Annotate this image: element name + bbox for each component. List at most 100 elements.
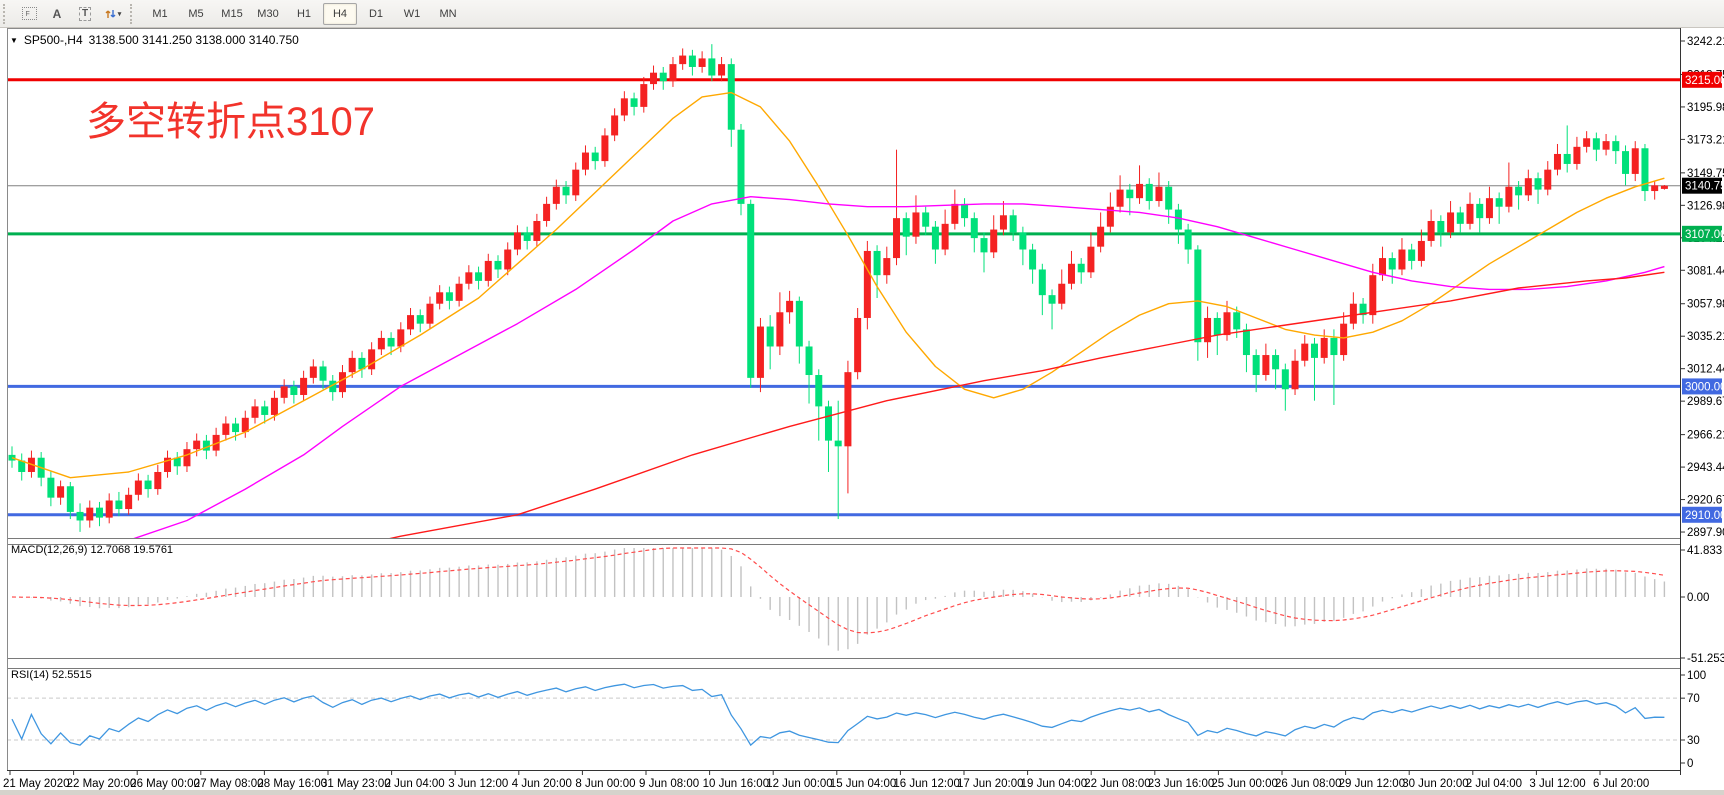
grid-snap-icon[interactable]: F <box>16 2 42 26</box>
macd-signal-line <box>11 547 1665 634</box>
candle <box>533 213 541 247</box>
candle <box>1058 269 1066 310</box>
timeframe-w1-button[interactable]: W1 <box>403 7 421 20</box>
chart-canvas[interactable]: 3242.2103218.7503195.9803173.2103149.750… <box>0 28 1724 795</box>
time-tick-label: 23 Jun 16:00 <box>1148 778 1215 790</box>
rsi-pane[interactable] <box>7 683 1680 747</box>
timeframe-mn-button[interactable]: MN <box>439 7 457 20</box>
timeframe-m5-button[interactable]: M5 <box>188 7 204 20</box>
candle <box>144 474 152 498</box>
candle <box>1242 323 1250 373</box>
price-axis[interactable]: 3242.2103218.7503195.9803173.2103149.750… <box>1680 36 1724 770</box>
time-tick-label: 3 Jul 12:00 <box>1529 778 1585 790</box>
candle <box>1631 141 1639 182</box>
svg-text:3000.000: 3000.000 <box>1685 381 1724 393</box>
candle <box>863 240 871 330</box>
candle <box>1291 349 1299 395</box>
candle <box>1301 335 1309 367</box>
candle <box>105 493 113 524</box>
time-tick-label: 15 Jun 04:00 <box>830 778 897 790</box>
candle <box>1038 263 1046 316</box>
text-tool-icon[interactable]: T <box>72 2 98 26</box>
time-tick-label: 4 Jun 20:00 <box>512 778 572 790</box>
candle <box>873 245 881 299</box>
time-tick-label: 12 Jun 00:00 <box>766 778 833 790</box>
candle <box>1320 329 1328 364</box>
candle <box>766 315 774 370</box>
time-tick-label: 31 May 23:00 <box>321 778 391 790</box>
candle <box>484 253 492 287</box>
price-tick-label: 2966.210 <box>1687 430 1724 442</box>
candle <box>368 342 376 376</box>
rsi-tick-label: 70 <box>1687 693 1700 705</box>
timeframe-m30-button[interactable]: M30 <box>257 7 279 20</box>
candle <box>280 379 288 404</box>
candle <box>795 296 803 364</box>
candle <box>591 146 599 170</box>
price-tick-label: 3012.440 <box>1687 364 1724 376</box>
time-tick-label: 22 Jun 08:00 <box>1084 778 1151 790</box>
price-pane[interactable] <box>7 44 1680 614</box>
macd-pane[interactable] <box>11 547 1666 651</box>
candle <box>241 410 249 438</box>
candle <box>543 196 551 227</box>
timeframe-h1-button[interactable]: H1 <box>296 7 312 20</box>
candle <box>1495 192 1503 224</box>
candle <box>630 92 638 116</box>
svg-text:3215.000: 3215.000 <box>1685 75 1724 87</box>
timeframe-h4-button[interactable]: H4 <box>323 2 357 25</box>
candle <box>805 340 813 404</box>
candle <box>57 480 65 505</box>
candle <box>747 199 755 388</box>
candle <box>387 332 395 356</box>
candle <box>1388 252 1396 284</box>
candle <box>1544 161 1552 196</box>
cursor-a-icon[interactable]: A <box>52 6 62 21</box>
candle <box>436 285 444 310</box>
candle <box>815 369 823 441</box>
arrows-tool-icon[interactable]: ▾ <box>100 2 126 26</box>
candle <box>756 317 764 393</box>
time-tick-label: 28 May 16:00 <box>257 778 327 790</box>
candle <box>708 44 716 82</box>
candle <box>348 350 356 378</box>
candle <box>834 400 842 520</box>
price-tick-label: 3173.210 <box>1687 134 1724 146</box>
candle <box>1077 258 1085 284</box>
annotation-text[interactable]: 多空转折点3107 <box>86 100 375 144</box>
time-tick-label: 3 Jun 12:00 <box>448 778 508 790</box>
toolbar-drag-handle[interactable] <box>130 3 139 24</box>
time-tick-label: 10 Jun 16:00 <box>703 778 770 790</box>
candle <box>1592 132 1600 162</box>
chevron-down-icon[interactable]: ▼ <box>10 35 18 45</box>
candle <box>922 206 930 236</box>
candle <box>232 417 240 441</box>
price-tick-label: 2943.440 <box>1687 462 1724 474</box>
candle <box>1145 178 1153 210</box>
candle <box>824 400 832 472</box>
time-tick-label: 6 Jul 20:00 <box>1593 778 1649 790</box>
chart-title: ▼ SP500-,H4 3138.500 3141.250 3138.000 3… <box>10 33 299 47</box>
timeframe-d1-button[interactable]: D1 <box>368 7 384 20</box>
candle <box>562 181 570 204</box>
candle <box>1602 133 1610 156</box>
candle <box>970 212 978 253</box>
candle <box>222 416 230 441</box>
candle <box>854 307 862 380</box>
candles <box>8 44 1668 532</box>
candle <box>1379 246 1387 281</box>
toolbar-drag-handle[interactable] <box>3 3 12 24</box>
timeframe-m15-button[interactable]: M15 <box>221 7 243 20</box>
candle <box>1573 136 1581 170</box>
time-tick-label: 29 Jun 12:00 <box>1339 778 1406 790</box>
chart-bg <box>0 28 1724 795</box>
rsi-line <box>11 683 1665 747</box>
candle <box>601 128 609 167</box>
axis-price-label: 3107.000 <box>1682 225 1724 242</box>
candle <box>893 149 901 266</box>
timeframe-m1-button[interactable]: M1 <box>152 7 168 20</box>
candle <box>912 195 920 244</box>
candle <box>1476 198 1484 233</box>
candle <box>659 66 667 90</box>
